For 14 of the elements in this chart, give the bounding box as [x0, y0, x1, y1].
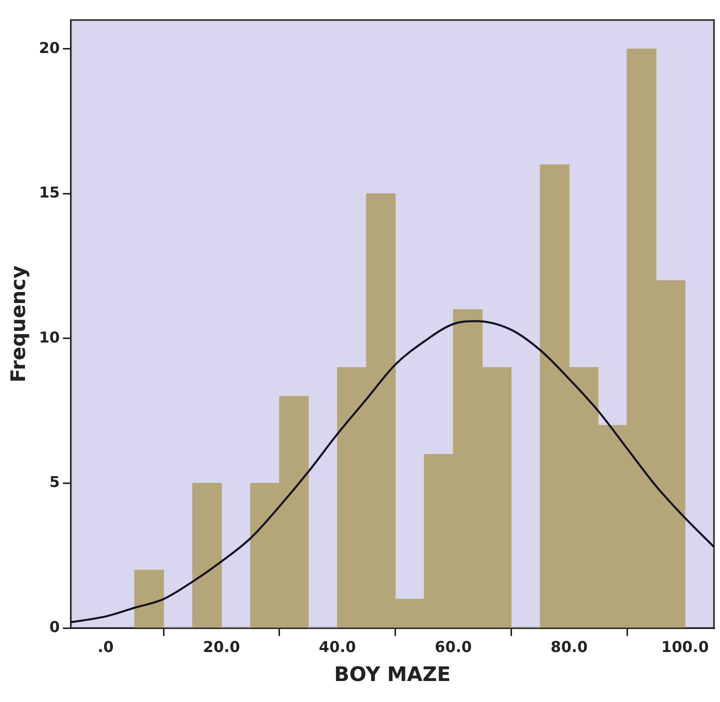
x-tick-label: 20.0 — [203, 638, 240, 656]
x-tick-label: 40.0 — [318, 638, 356, 656]
y-tick-label: 20 — [39, 38, 60, 57]
y-tick-label: 0 — [49, 618, 60, 636]
x-tick-label: .0 — [98, 638, 114, 656]
x-axis-title: BOY MAZE — [334, 662, 451, 686]
x-tick-label: 80.0 — [550, 638, 588, 656]
y-tick-label: 10 — [39, 328, 60, 346]
x-tick-label: 60.0 — [434, 638, 472, 656]
line-series — [70, 320, 714, 624]
x-tick-label: 100.0 — [661, 638, 709, 656]
y-tick-label: 15 — [39, 184, 60, 202]
y-tick-label: 5 — [49, 473, 60, 492]
y-axis-title: Frequency — [6, 265, 30, 383]
